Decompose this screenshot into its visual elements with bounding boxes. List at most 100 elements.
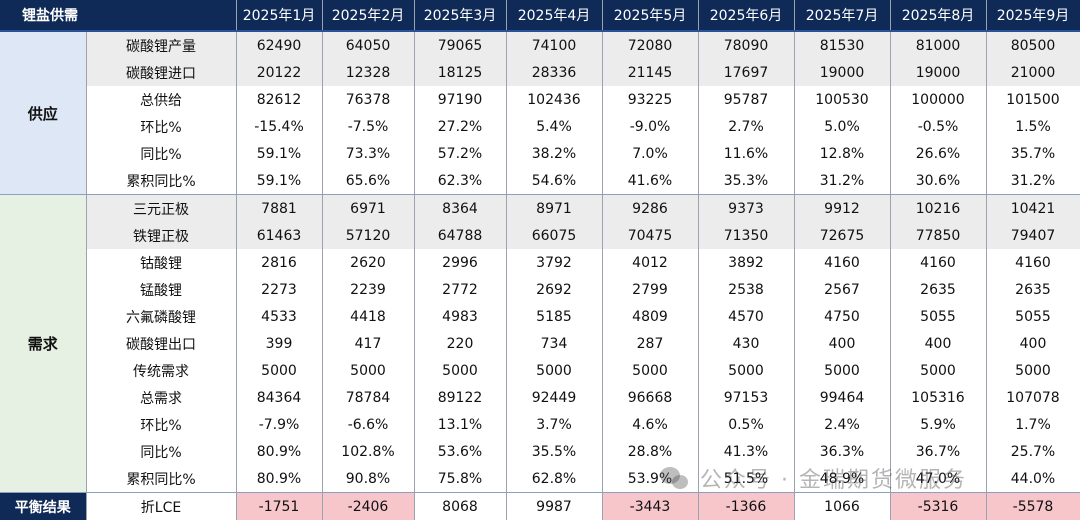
value-cell: 1.5% [986,113,1080,140]
value-cell: 80500 [986,31,1080,59]
value-cell: 64050 [322,31,415,59]
balance-cell: -2406 [322,492,415,520]
value-cell: 5.0% [794,113,891,140]
value-cell: 6971 [322,194,415,222]
section-label: 平衡结果 [0,492,87,520]
row-label: 总需求 [86,384,237,411]
value-cell: 2816 [236,249,323,276]
value-cell: 53.6% [414,438,507,465]
balance-row: 平衡结果 折LCE -1751 -2406 8068 9987 -3443 -1366 1066… [0,492,1080,520]
row-label: 碳酸锂进口 [86,59,237,86]
row-label: 碳酸锂产量 [86,31,237,59]
value-cell: 2692 [506,276,603,303]
value-cell: 95787 [698,86,795,113]
value-cell: 287 [602,330,699,357]
value-cell: -7.5% [322,113,415,140]
value-cell: 78784 [322,384,415,411]
value-cell: 79065 [414,31,507,59]
value-cell: 41.6% [602,167,699,195]
value-cell: 4809 [602,303,699,330]
value-cell: 64788 [414,222,507,249]
value-cell: 107078 [986,384,1080,411]
month-header: 2025年8月 [890,0,987,32]
value-cell: 28336 [506,59,603,86]
table-row: 锰酸锂 2273 2239 2772 2692 2799 2538 2567 2635 2635 [0,276,1080,303]
value-cell: 5000 [236,357,323,384]
value-cell: 220 [414,330,507,357]
value-cell: -7.9% [236,411,323,438]
value-cell: 97153 [698,384,795,411]
value-cell: 417 [322,330,415,357]
row-label: 环比% [86,113,237,140]
value-cell: 61463 [236,222,323,249]
value-cell: 1.7% [986,411,1080,438]
value-cell: 5185 [506,303,603,330]
value-cell: 96668 [602,384,699,411]
value-cell: 93225 [602,86,699,113]
value-cell: 62.3% [414,167,507,195]
value-cell: 2635 [986,276,1080,303]
value-cell: 18125 [414,59,507,86]
value-cell: -6.6% [322,411,415,438]
value-cell: 9373 [698,194,795,222]
value-cell: 66075 [506,222,603,249]
value-cell: 74100 [506,31,603,59]
row-label: 铁锂正极 [86,222,237,249]
header-row: 锂盐供需 2025年1月 2025年2月 2025年3月 2025年4月 202… [0,0,1080,32]
value-cell: 97190 [414,86,507,113]
value-cell: 4160 [794,249,891,276]
value-cell: 73.3% [322,140,415,167]
value-cell: 4160 [890,249,987,276]
value-cell: 8364 [414,194,507,222]
value-cell: 59.1% [236,140,323,167]
value-cell: 80.9% [236,465,323,493]
table-title: 锂盐供需 [0,0,237,32]
value-cell: -0.5% [890,113,987,140]
value-cell: 48.9% [794,465,891,493]
value-cell: 35.7% [986,140,1080,167]
table-row: 供应 碳酸锂产量 62490 64050 79065 74100 72080 78090 815… [0,31,1080,195]
value-cell: 12.8% [794,140,891,167]
value-cell: 4012 [602,249,699,276]
table-row: 环比% -7.9% -6.6% 13.1% 3.7% 4.6% 0.5% 2.4% 5.9% 1.… [0,411,1080,438]
value-cell: 21145 [602,59,699,86]
month-header: 2025年7月 [794,0,891,32]
value-cell: 7881 [236,194,323,222]
value-cell: 57120 [322,222,415,249]
value-cell: 5000 [414,357,507,384]
value-cell: -9.0% [602,113,699,140]
table-row: 累积同比% 59.1% 65.6% 62.3% 54.6% 41.6% 35.3% 31.2%… [0,167,1080,195]
value-cell: 4570 [698,303,795,330]
row-label: 六氟磷酸锂 [86,303,237,330]
value-cell: 75.8% [414,465,507,493]
value-cell: 5000 [322,357,415,384]
value-cell: 38.2% [506,140,603,167]
value-cell: 81530 [794,31,891,59]
value-cell: 3792 [506,249,603,276]
row-label: 累积同比% [86,167,237,195]
table-row: 需求 三元正极 7881 6971 8364 8971 9286 9373 9912 10216 1… [0,194,1080,493]
value-cell: 47.0% [890,465,987,493]
value-cell: 102436 [506,86,603,113]
value-cell: 11.6% [698,140,795,167]
value-cell: 2.4% [794,411,891,438]
value-cell: 57.2% [414,140,507,167]
value-cell: 400 [794,330,891,357]
value-cell: 400 [986,330,1080,357]
value-cell: 9912 [794,194,891,222]
value-cell: 84364 [236,384,323,411]
value-cell: 12328 [322,59,415,86]
value-cell: 5000 [986,357,1080,384]
value-cell: 59.1% [236,167,323,195]
value-cell: 2538 [698,276,795,303]
month-header: 2025年3月 [414,0,507,32]
value-cell: 2.7% [698,113,795,140]
value-cell: 90.8% [322,465,415,493]
value-cell: 100000 [890,86,987,113]
value-cell: 30.6% [890,167,987,195]
value-cell: 81000 [890,31,987,59]
value-cell: 400 [890,330,987,357]
value-cell: 5000 [506,357,603,384]
section-label: 需求 [0,194,87,493]
